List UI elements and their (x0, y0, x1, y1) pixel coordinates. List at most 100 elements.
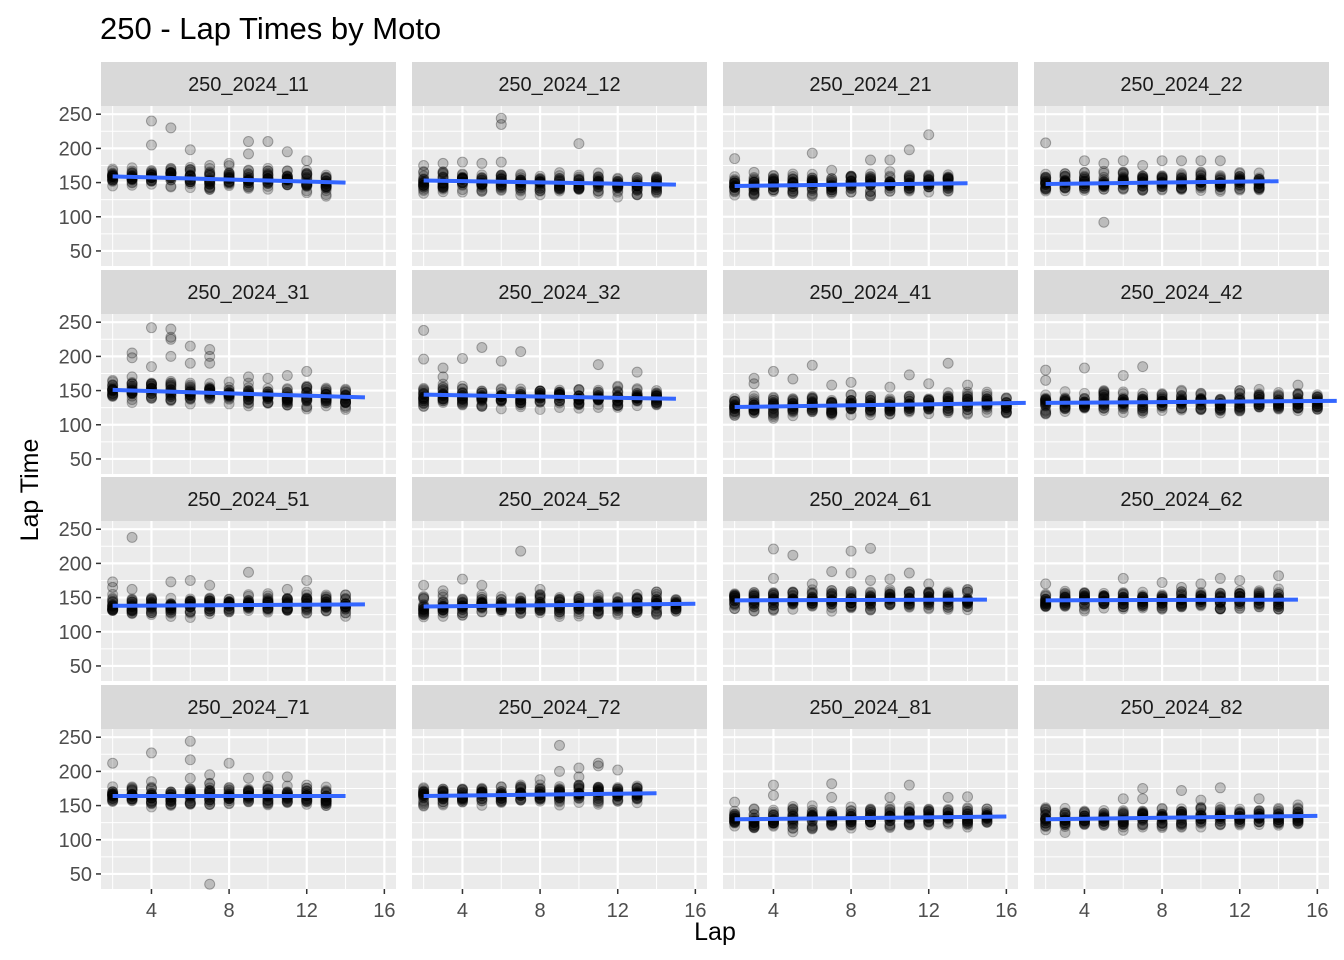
data-point (126, 162, 138, 174)
data-point (418, 183, 430, 195)
data-point (184, 164, 196, 176)
data-point (320, 185, 332, 197)
data-point (184, 144, 196, 156)
data-point (1176, 581, 1187, 593)
data-point (165, 394, 177, 406)
data-point (923, 578, 935, 590)
y-tick-label: 250 (59, 104, 92, 126)
data-point (184, 772, 196, 784)
x-tick-label: 8 (535, 900, 546, 922)
data-point (806, 188, 818, 200)
data-point (495, 781, 507, 793)
data-point (184, 163, 196, 175)
data-point (145, 322, 157, 334)
data-point (184, 182, 196, 194)
facet-label: 250_2024_62 (1120, 489, 1242, 511)
data-point (204, 159, 216, 171)
data-point (281, 780, 293, 792)
data-point (787, 603, 799, 615)
data-point (223, 757, 235, 769)
data-point (262, 162, 274, 174)
data-point (456, 156, 468, 168)
x-tick-label: 8 (224, 900, 235, 922)
data-point (1117, 572, 1129, 584)
y-tick-label: 100 (59, 415, 92, 437)
data-point (204, 184, 216, 196)
data-point (418, 179, 430, 191)
data-point (243, 136, 254, 148)
data-point (1214, 155, 1226, 167)
data-point (243, 181, 254, 193)
x-tick-label: 12 (296, 900, 318, 922)
facet-label: 250_2024_81 (809, 697, 931, 719)
data-point (281, 165, 293, 177)
data-point (281, 796, 293, 808)
data-point (573, 771, 585, 783)
data-point (262, 136, 274, 148)
data-point (262, 165, 274, 177)
facet-panel: 250_2024_21 (723, 62, 1018, 266)
facet-label: 250_2024_42 (1120, 282, 1242, 304)
data-point (748, 188, 760, 200)
data-point (1214, 572, 1226, 584)
facet-panel: 250_2024_32 (412, 270, 707, 474)
data-point (1117, 155, 1129, 167)
data-point (826, 566, 838, 578)
data-point (1195, 155, 1207, 167)
data-point (165, 180, 177, 192)
data-point (787, 587, 799, 599)
data-point (884, 408, 896, 420)
data-point (962, 379, 974, 391)
facet-label: 250_2024_12 (498, 74, 620, 96)
y-axis-label: Lap Time (16, 439, 44, 542)
data-point (1234, 405, 1246, 417)
data-point (903, 779, 915, 791)
data-point (1253, 585, 1265, 597)
data-point (748, 601, 760, 613)
data-point (1059, 807, 1071, 819)
data-point (107, 180, 119, 192)
data-point (806, 359, 818, 371)
data-point (845, 602, 857, 614)
data-point (903, 567, 915, 579)
data-point (787, 373, 799, 385)
data-point (806, 578, 818, 590)
data-point (534, 583, 546, 595)
data-point (651, 586, 663, 598)
y-tick-label: 100 (59, 622, 92, 644)
trend-line (1045, 398, 1337, 405)
facet-panel: 250_2024_22 (1034, 62, 1329, 266)
data-point (476, 185, 488, 197)
data-point (145, 139, 157, 151)
data-point (1040, 404, 1052, 416)
data-point (301, 167, 313, 179)
data-point (262, 167, 274, 179)
data-point (418, 179, 430, 191)
y-tick-label: 200 (59, 346, 92, 368)
data-point (262, 797, 274, 809)
data-point (554, 739, 565, 751)
data-point (592, 359, 604, 371)
data-point (184, 340, 196, 352)
data-point (418, 185, 430, 197)
data-point (845, 376, 857, 388)
data-point (301, 574, 313, 586)
facet-panel: 250_2024_12 (412, 62, 707, 266)
facet-label: 250_2024_31 (187, 282, 309, 304)
data-point (418, 166, 430, 178)
data-point (767, 365, 779, 377)
data-point (456, 352, 468, 364)
data-point (1292, 405, 1304, 417)
data-point (923, 804, 935, 816)
data-point (165, 164, 177, 176)
y-tick-label: 150 (59, 588, 92, 610)
data-point (942, 357, 954, 369)
data-point (1059, 185, 1071, 197)
data-point (903, 144, 915, 156)
data-point (107, 175, 119, 187)
trend-line (423, 601, 696, 609)
data-point (301, 365, 313, 377)
x-tick-label: 16 (995, 900, 1017, 922)
